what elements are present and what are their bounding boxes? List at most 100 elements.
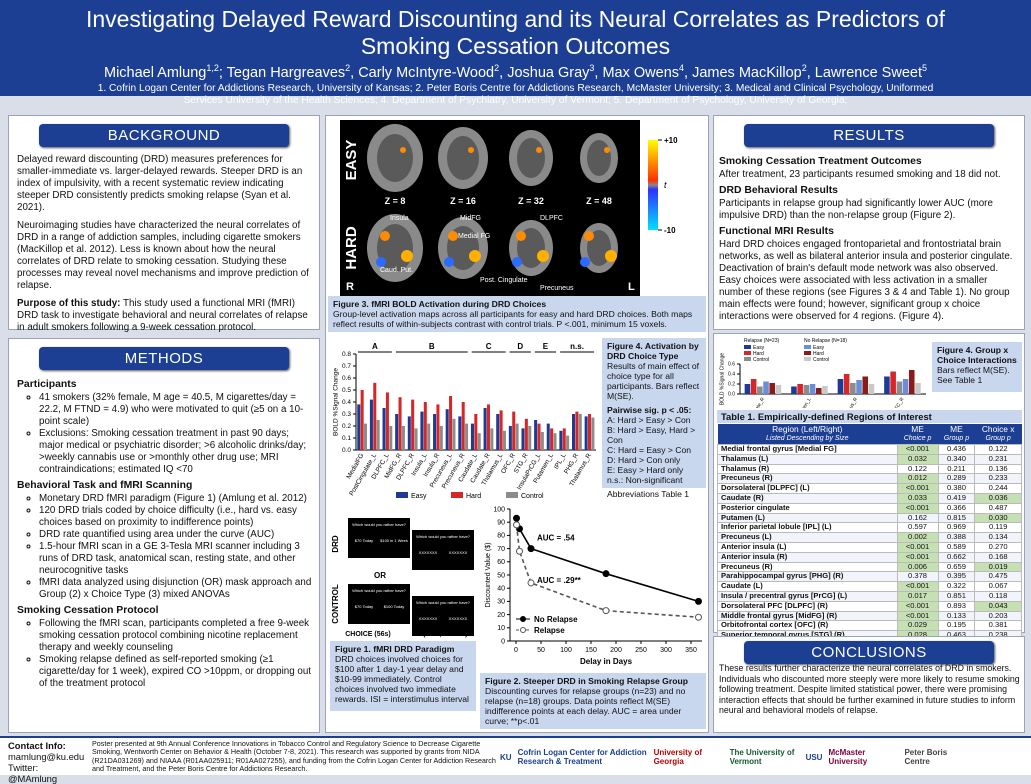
paragraph: Neuroimaging studies have characterized … — [17, 220, 313, 292]
y-tick-label: 0.0 — [728, 392, 735, 398]
bar — [588, 414, 592, 450]
point — [602, 570, 610, 578]
author-affiliation: 2 — [345, 63, 351, 73]
table-cell: Dorsolateral [DLPFC] (L) — [717, 483, 898, 494]
table-cell: 0.487 — [974, 502, 1022, 514]
deactivation — [376, 257, 386, 267]
bar — [757, 386, 763, 394]
bar — [382, 408, 386, 450]
legend-swatch — [804, 345, 811, 349]
subheading: Functional MRI Results — [719, 226, 834, 237]
x-tick-label: 100 — [560, 647, 572, 654]
bar — [566, 435, 570, 450]
table-cell: <0.001 — [896, 444, 939, 455]
bar — [449, 396, 453, 450]
caption-title: Figure 3. fMRI BOLD Activation during DR… — [333, 299, 547, 309]
author-name: , Lawrence Sweet — [806, 64, 922, 81]
bar — [486, 404, 490, 450]
slice-label: Z = 48 — [586, 196, 612, 206]
bar — [837, 379, 844, 394]
activation — [537, 250, 549, 262]
author-name: , James MacKillop — [684, 64, 802, 81]
header-row: Region (Left/Right) Listed Descending by … — [717, 424, 1022, 445]
caption-item: E: Easy > Hard only — [607, 465, 684, 475]
legend-label: Hard — [466, 493, 481, 500]
timing-label: CHOICE (56s) — [345, 631, 391, 638]
table-row: Precuneus (L) 0.002 0.388 0.134 — [717, 532, 1022, 543]
bar — [862, 376, 869, 394]
table-cell: 0.122 — [974, 444, 1022, 455]
column-sub: Listed Descending by Size — [766, 435, 849, 442]
middle-panel: EASY HARD Z = 8 Z = 16 Z = 32 Z = 48 Insula Cau… — [325, 115, 709, 733]
region-label: MidFG — [460, 215, 481, 222]
slice-label: Z = 8 — [385, 196, 406, 206]
row-label: EASY — [343, 140, 360, 181]
column-header: ME Choice p — [897, 424, 939, 445]
bar — [572, 414, 576, 450]
y-tick-label: 0.6 — [728, 362, 735, 368]
author-affiliation: 1,2 — [206, 63, 219, 73]
table-cell: <0.001 — [896, 502, 939, 514]
subheading: Smoking Cessation Treatment Outcomes — [719, 156, 922, 167]
table-row: Posterior cingulate <0.001 0.366 0.487 — [717, 502, 1022, 514]
figure-1: DRD CONTROL OR Which would you rather have?… — [331, 518, 474, 638]
bar — [490, 428, 494, 450]
region-label: Medial FG — [458, 233, 490, 240]
y-tick-label: 90 — [497, 520, 505, 527]
table-cell: 0.036 — [974, 492, 1022, 504]
caption-item: n.s.: Non-significant — [607, 475, 683, 485]
table-row: Caudate (R) 0.033 0.419 0.036 — [717, 492, 1022, 504]
y-tick-label: 0.2 — [342, 423, 351, 430]
activation — [448, 231, 458, 241]
legend-swatch — [804, 351, 811, 355]
side-label: R — [346, 281, 354, 293]
y-tick-label: 0.7 — [342, 363, 351, 370]
legend-swatch — [451, 492, 463, 498]
screen-prompt: Which would you rather have? — [416, 534, 471, 539]
bar — [376, 420, 380, 450]
author-name: , Max Owens — [594, 64, 680, 81]
table-cell: Precuneus (L) — [717, 532, 898, 543]
subheading: Behavioral Task and fMRI Scanning — [17, 480, 193, 491]
y-tick-label: 50 — [497, 572, 505, 579]
table-cell: Dorsolateral PFC [DLPFC] (R) — [717, 600, 898, 612]
caption-text: Discounting curves for relapse groups (n… — [485, 686, 686, 726]
bar — [483, 408, 487, 450]
bar — [791, 386, 797, 394]
colorbar-label: -10 — [664, 226, 676, 235]
table-cell: 0.032 — [896, 453, 939, 465]
section-heading: CONCLUSIONS — [744, 641, 994, 664]
brain-inner — [377, 134, 413, 182]
caption-item: B: Hard > Easy, Hard > Con — [607, 425, 696, 445]
bar — [452, 418, 456, 450]
bar — [562, 428, 566, 450]
table-1: Region (Left/Right) Listed Descending by … — [717, 424, 1022, 641]
screen-option: XXXXXXX — [449, 550, 468, 555]
x-tick-label: Caudate_R — [748, 396, 766, 408]
legend-group: Relapse (N=23) — [744, 338, 779, 344]
bar — [553, 433, 557, 450]
bar — [908, 370, 915, 394]
legend-label: Easy — [411, 493, 427, 500]
bullet: DRD rate quantified using area under the… — [39, 529, 315, 541]
logo: KU — [500, 752, 512, 762]
column-label: Region (Left/Right) — [772, 424, 843, 434]
region-label: Caud. Put. — [380, 267, 413, 274]
x-tick-label: 150 — [585, 647, 597, 654]
legend-label: No Relapse — [534, 615, 578, 624]
section-heading: METHODS — [39, 347, 289, 370]
bar — [524, 418, 528, 450]
figure-4b-caption: Figure 4. Group x Choice Interactions Bar… — [932, 342, 1022, 392]
screen — [348, 518, 410, 558]
bar — [436, 404, 440, 450]
activation — [380, 231, 390, 241]
caption-title: Figure 1. fMRI DRD Paradigm — [335, 644, 455, 654]
table-row: Dorsolateral [DLPFC] (L) <0.001 0.380 0.244 — [717, 483, 1022, 494]
bar — [797, 384, 803, 394]
caption-item: C: Hard = Easy > Con — [607, 445, 692, 455]
paragraph-text: Delayed reward discounting (DRD) measure… — [17, 154, 303, 213]
y-tick-label: 70 — [497, 546, 505, 553]
bar — [750, 379, 757, 394]
y-tick-label: 0.3 — [342, 411, 351, 418]
y-tick-label: 0.4 — [342, 399, 351, 406]
